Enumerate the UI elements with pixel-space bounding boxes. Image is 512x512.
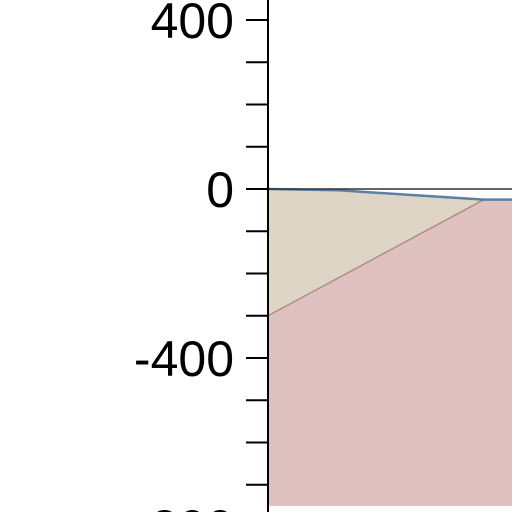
y-tick-label: -800 (134, 500, 234, 512)
y-tick-label: -400 (134, 331, 234, 387)
layer-boundary-line (267, 198, 485, 317)
lower-layer-area (268, 199, 512, 506)
y-axis: 400 0 -400 -800 (134, 0, 269, 512)
lines-group (267, 187, 512, 317)
layers-group (268, 189, 512, 506)
y-tick-label: 0 (206, 162, 234, 218)
y-tick-label: 400 (151, 0, 234, 49)
